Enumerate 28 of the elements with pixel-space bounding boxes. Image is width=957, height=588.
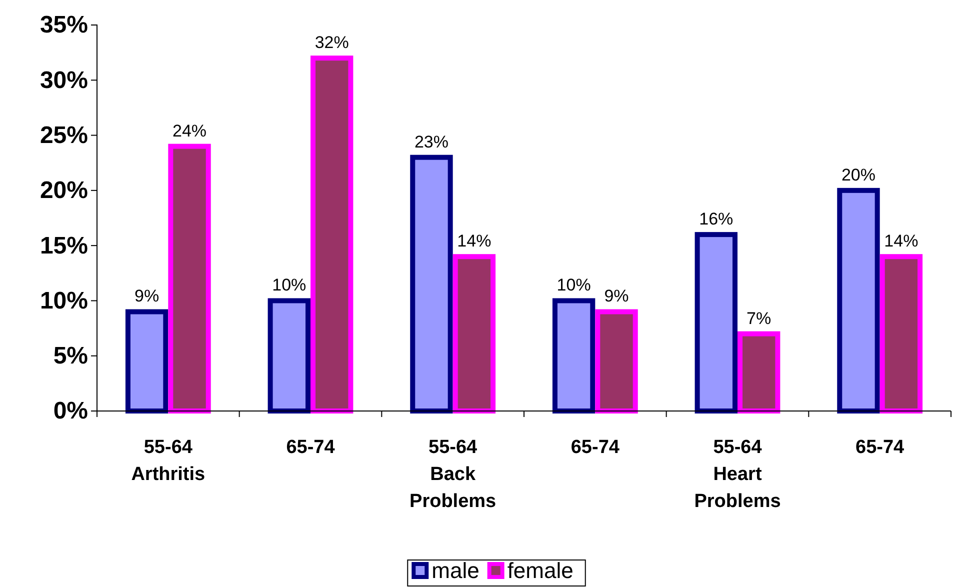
x-tick-label: 65-74	[570, 437, 620, 458]
y-tick-label: 25%	[40, 122, 88, 149]
data-label: 16%	[699, 210, 734, 229]
y-tick-label: 20%	[40, 177, 88, 204]
y-tick-label: 30%	[40, 66, 88, 94]
y-tick-label: 15%	[40, 232, 88, 260]
data-label: 32%	[314, 33, 349, 52]
data-label: 10%	[272, 276, 306, 295]
legend-label: female	[507, 558, 574, 583]
y-tick-label: 35%	[40, 12, 88, 39]
y-tick-label: 0%	[53, 398, 88, 425]
data-label: 10%	[556, 276, 591, 295]
data-label: 24%	[172, 121, 207, 140]
x-tick-label: 55-64 Heart Problems	[694, 437, 781, 512]
data-label: 14%	[457, 232, 492, 251]
y-tick-label: 5%	[53, 342, 88, 370]
y-tick-label: 10%	[40, 287, 88, 314]
x-tick-label: 65-74	[286, 437, 336, 458]
data-label: 7%	[746, 308, 772, 328]
data-label: 9%	[604, 286, 629, 306]
x-tick-label: 55-64 Back Problems	[410, 437, 496, 512]
data-label: 9%	[134, 286, 160, 306]
x-tick-label: 55-64 Arthritis	[131, 437, 206, 485]
x-tick-label: 65-74	[856, 437, 905, 458]
data-label: 23%	[414, 132, 448, 152]
legend-label: male	[432, 558, 480, 583]
data-label: 14%	[884, 232, 918, 251]
data-label: 20%	[841, 165, 876, 184]
